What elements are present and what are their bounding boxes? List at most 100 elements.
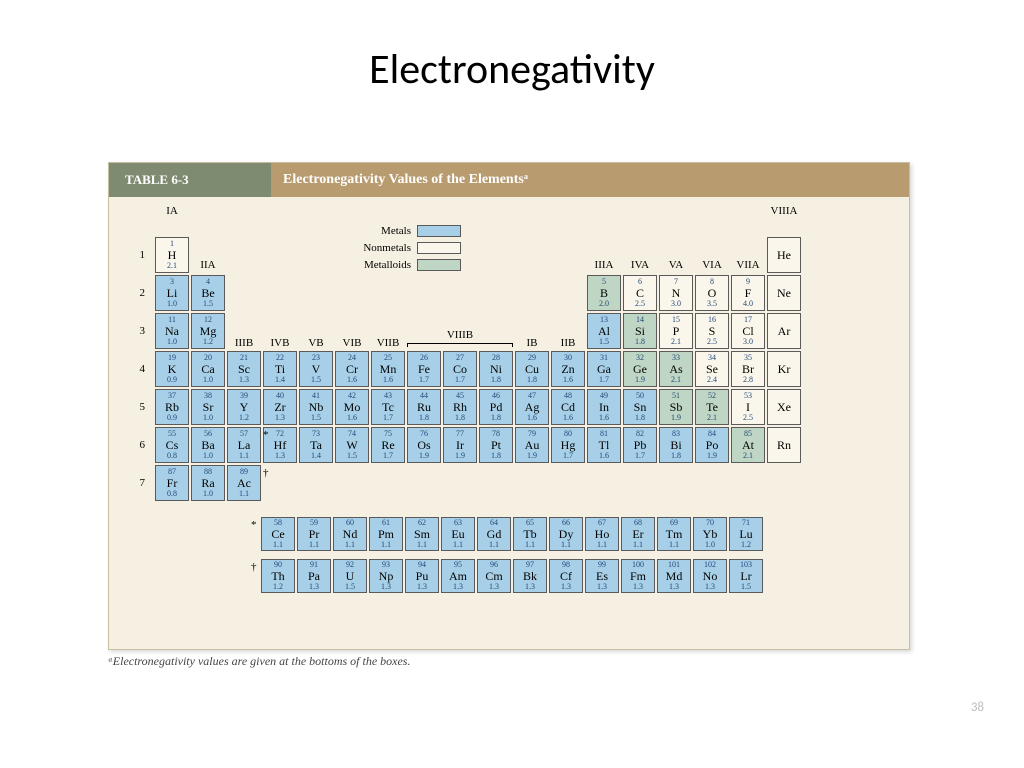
electronegativity-value: 1.3 (622, 583, 654, 591)
element-symbol: P (660, 325, 692, 337)
element-cell-na: 11Na1.0 (155, 313, 189, 349)
atomic-number: 53 (732, 392, 764, 400)
atomic-number: 75 (372, 430, 404, 438)
element-cell-sn: 50Sn1.8 (623, 389, 657, 425)
atomic-number: 69 (658, 519, 690, 527)
element-symbol: Ni (480, 363, 512, 375)
atomic-number: 40 (264, 392, 296, 400)
atomic-number: 66 (550, 519, 582, 527)
group-label: VIA (695, 259, 729, 271)
electronegativity-value: 1.1 (228, 490, 260, 498)
group-label: VIIIA (767, 205, 801, 217)
atomic-number: 43 (372, 392, 404, 400)
atomic-number: 5 (588, 278, 620, 286)
element-cell-at: 85At2.1 (731, 427, 765, 463)
electronegativity-value: 0.9 (156, 376, 188, 384)
element-symbol: Pm (370, 528, 402, 540)
atomic-number: 32 (624, 354, 656, 362)
element-symbol: Bi (660, 439, 692, 451)
atomic-number: 57 (228, 430, 260, 438)
electronegativity-value: 1.2 (192, 338, 224, 346)
electronegativity-value: 1.3 (658, 583, 690, 591)
atomic-number: 45 (444, 392, 476, 400)
atomic-number: 55 (156, 430, 188, 438)
atomic-number: 73 (300, 430, 332, 438)
atomic-number: 41 (300, 392, 332, 400)
element-cell-ti: 22Ti1.4 (263, 351, 297, 387)
element-symbol: Bk (514, 570, 546, 582)
atomic-number: 44 (408, 392, 440, 400)
element-cell-ta: 73Ta1.4 (299, 427, 333, 463)
atomic-number: 28 (480, 354, 512, 362)
element-symbol: In (588, 401, 620, 413)
electronegativity-value: 1.5 (588, 338, 620, 346)
element-symbol: Ga (588, 363, 620, 375)
electronegativity-value: 1.9 (696, 452, 728, 460)
electronegativity-value: 1.9 (444, 452, 476, 460)
element-symbol: U (334, 570, 366, 582)
electronegativity-value: 2.1 (660, 376, 692, 384)
element-symbol: La (228, 439, 260, 451)
electronegativity-value: 1.9 (624, 376, 656, 384)
atomic-number: 34 (696, 354, 728, 362)
electronegativity-value: 1.2 (730, 541, 762, 549)
electronegativity-value: 2.5 (624, 300, 656, 308)
electronegativity-value: 1.1 (514, 541, 546, 549)
electronegativity-value: 1.3 (264, 414, 296, 422)
group-label: IIIA (587, 259, 621, 271)
electronegativity-value: 0.8 (156, 490, 188, 498)
element-cell-cl: 17Cl3.0 (731, 313, 765, 349)
element-symbol: Ce (262, 528, 294, 540)
element-cell-b: 5B2.0 (587, 275, 621, 311)
element-symbol: Pt (480, 439, 512, 451)
legend-swatch (417, 225, 461, 237)
element-symbol: Cu (516, 363, 548, 375)
element-cell-he: 2He (767, 237, 801, 273)
atomic-number: 82 (624, 430, 656, 438)
element-cell-re: 75Re1.7 (371, 427, 405, 463)
atomic-number: 101 (658, 561, 690, 569)
footnote: ᵃElectronegativity values are given at t… (108, 654, 410, 669)
electronegativity-value: 1.1 (406, 541, 438, 549)
element-symbol: Er (622, 528, 654, 540)
electronegativity-value: 1.6 (516, 414, 548, 422)
electronegativity-value: 1.3 (298, 583, 330, 591)
element-symbol: Ag (516, 401, 548, 413)
atomic-number: 26 (408, 354, 440, 362)
element-symbol: Ra (192, 477, 224, 489)
electronegativity-value: 3.5 (696, 300, 728, 308)
electronegativity-value: 1.7 (588, 376, 620, 384)
atomic-number: 6 (624, 278, 656, 286)
element-cell-ne: 10Ne (767, 275, 801, 311)
atomic-number: 50 (624, 392, 656, 400)
element-cell-mn: 25Mn1.6 (371, 351, 405, 387)
legend-label: Metalloids (349, 259, 417, 271)
atomic-number: 31 (588, 354, 620, 362)
table-number-label: TABLE 6-3 (109, 163, 271, 197)
element-symbol: Ba (192, 439, 224, 451)
period-label: 4 (131, 363, 145, 375)
element-cell-cs: 55Cs0.8 (155, 427, 189, 463)
element-cell-al: 13Al1.5 (587, 313, 621, 349)
electronegativity-value: 1.6 (588, 452, 620, 460)
element-symbol: Tb (514, 528, 546, 540)
element-cell-no: 102No1.3 (693, 559, 727, 593)
electronegativity-value: 1.8 (408, 414, 440, 422)
period-label: 7 (131, 477, 145, 489)
atomic-number: 93 (370, 561, 402, 569)
atomic-number: 103 (730, 561, 762, 569)
element-cell-rb: 37Rb0.9 (155, 389, 189, 425)
electronegativity-value: 1.8 (480, 376, 512, 384)
element-symbol: F (732, 287, 764, 299)
element-cell-ge: 32Ge1.9 (623, 351, 657, 387)
element-symbol: Fr (156, 477, 188, 489)
electronegativity-value: 1.8 (624, 338, 656, 346)
element-cell-pr: 59Pr1.1 (297, 517, 331, 551)
element-cell-lu: 71Lu1.2 (729, 517, 763, 551)
atomic-number: 13 (588, 316, 620, 324)
electronegativity-value: 2.1 (696, 414, 728, 422)
element-symbol: I (732, 401, 764, 413)
period-label: 2 (131, 287, 145, 299)
element-symbol: Cs (156, 439, 188, 451)
element-cell-sc: 21Sc1.3 (227, 351, 261, 387)
